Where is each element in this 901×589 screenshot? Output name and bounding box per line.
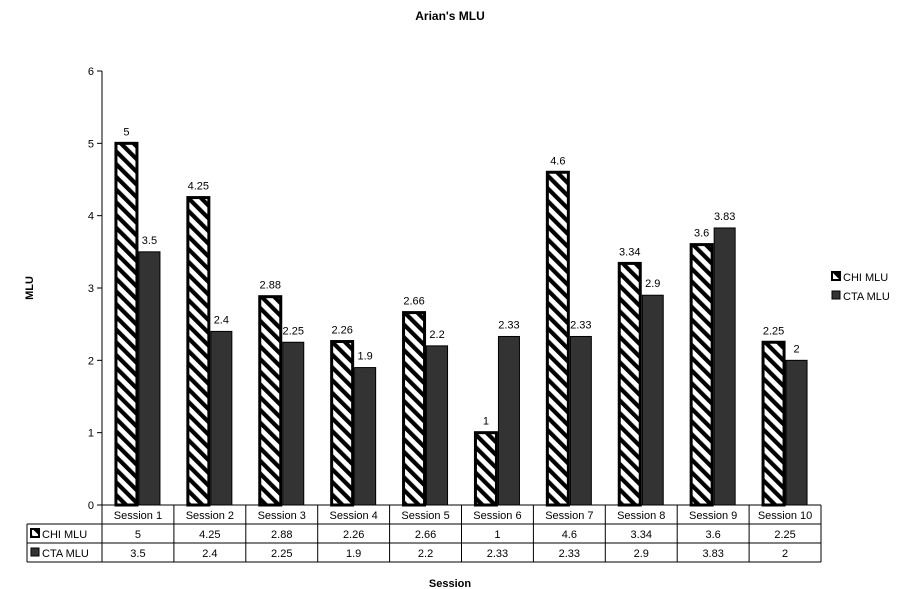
- data-label-chi-mlu: 4.6: [550, 155, 565, 167]
- data-label-cta-mlu: 2.4: [214, 314, 229, 326]
- y-tick-label: 6: [88, 66, 94, 78]
- y-axis-label: MLU: [24, 276, 36, 300]
- bar-cta-mlu: [210, 330, 233, 506]
- x-tick-label: Session 8: [617, 510, 665, 522]
- table-cell: 2.26: [343, 529, 364, 541]
- data-label-chi-mlu: 3.6: [694, 228, 709, 240]
- data-label-cta-mlu: 3.5: [142, 235, 157, 247]
- bar-chi-mlu: [617, 261, 642, 507]
- x-axis-label: Session: [429, 578, 471, 589]
- legend-key-chi-mlu: [831, 271, 841, 281]
- data-label-chi-mlu: 2.66: [403, 296, 424, 308]
- bar-chi-mlu: [473, 431, 498, 507]
- table-cell: 4.6: [562, 529, 577, 541]
- table-cell: 2.9: [634, 548, 649, 560]
- x-tick-label: Session 9: [689, 510, 737, 522]
- bar-chi-mlu: [761, 340, 786, 507]
- data-label-cta-mlu: 3.83: [714, 211, 735, 223]
- bar-cta-mlu: [354, 367, 377, 506]
- data-label-cta-mlu: 2.9: [645, 278, 660, 290]
- table-cell: 3.34: [631, 529, 652, 541]
- data-label-chi-mlu: 2.26: [331, 325, 352, 337]
- data-label-cta-mlu: 2: [793, 343, 799, 355]
- bar-chi-mlu: [258, 295, 283, 507]
- bar-cta-mlu: [713, 227, 736, 506]
- table-cell: 1.9: [346, 548, 361, 560]
- legend-label-chi-mlu: CHI MLU: [843, 272, 888, 284]
- data-label-cta-mlu: 2.25: [283, 325, 304, 337]
- x-tick-label: Session 2: [186, 510, 234, 522]
- table-legend-key-cta-mlu: [30, 547, 40, 557]
- data-label-chi-mlu: 1: [483, 416, 489, 428]
- bar-cta-mlu: [785, 359, 808, 506]
- table-legend-key-chi-mlu: [30, 528, 40, 538]
- data-label-chi-mlu: 5: [123, 126, 129, 138]
- bar-cta-mlu: [426, 345, 449, 506]
- data-label-chi-mlu: 4.25: [188, 181, 209, 193]
- y-tick-label: 4: [88, 211, 94, 223]
- table-cell: 5: [135, 529, 141, 541]
- table-cell: 3.6: [706, 529, 721, 541]
- data-label-cta-mlu: 2.33: [498, 319, 519, 331]
- bar-chi-mlu: [186, 196, 211, 507]
- legend-box: [830, 268, 898, 312]
- x-tick-label: Session 5: [401, 510, 449, 522]
- table-cell: 2.88: [271, 529, 292, 541]
- x-tick-label: Session 10: [758, 510, 812, 522]
- table-cell: 2: [782, 548, 788, 560]
- table-cell: 2.33: [487, 548, 508, 560]
- data-label-chi-mlu: 3.34: [619, 246, 640, 258]
- y-tick-label: 0: [88, 500, 94, 512]
- bar-chi-mlu: [330, 340, 355, 507]
- table-cell: 4.25: [199, 529, 220, 541]
- table-cell: 2.4: [202, 548, 217, 560]
- bar-chi-mlu: [402, 311, 427, 507]
- table-cell: 2.2: [418, 548, 433, 560]
- data-label-cta-mlu: 2.2: [429, 329, 444, 341]
- table-cell: 2.25: [271, 548, 292, 560]
- x-tick-label: Session 6: [473, 510, 521, 522]
- data-label-chi-mlu: 2.25: [763, 325, 784, 337]
- y-tick-label: 3: [88, 283, 94, 295]
- bar-cta-mlu: [138, 251, 161, 506]
- bar-cta-mlu: [282, 341, 305, 506]
- table-cell: 1: [494, 529, 500, 541]
- bar-chi-mlu: [114, 141, 139, 507]
- y-tick-label: 2: [88, 355, 94, 367]
- table-cell: 2.25: [774, 529, 795, 541]
- x-tick-label: Session 7: [545, 510, 593, 522]
- bar-chi-mlu: [689, 243, 714, 507]
- table-series-name: CHI MLU: [42, 529, 87, 541]
- x-tick-label: Session 3: [258, 510, 306, 522]
- legend-label-cta-mlu: CTA MLU: [843, 291, 890, 303]
- bar-cta-mlu: [641, 294, 664, 506]
- data-label-chi-mlu: 2.88: [260, 280, 281, 292]
- x-tick-label: Session 1: [114, 510, 162, 522]
- data-label-cta-mlu: 1.9: [358, 351, 373, 363]
- y-tick-label: 5: [88, 138, 94, 150]
- table-cell: 3.83: [702, 548, 723, 560]
- table-cell: 3.5: [130, 548, 145, 560]
- bar-cta-mlu: [497, 335, 520, 506]
- table-cell: 2.66: [415, 529, 436, 541]
- table-cell: 2.33: [559, 548, 580, 560]
- bar-chi-mlu: [545, 170, 570, 507]
- data-label-cta-mlu: 2.33: [570, 319, 591, 331]
- y-tick-label: 1: [88, 428, 94, 440]
- table-series-name: CTA MLU: [42, 548, 89, 560]
- legend-key-cta-mlu: [831, 290, 841, 300]
- x-tick-label: Session 4: [329, 510, 377, 522]
- chart-title: Arian's MLU: [415, 9, 485, 23]
- bar-cta-mlu: [569, 335, 592, 506]
